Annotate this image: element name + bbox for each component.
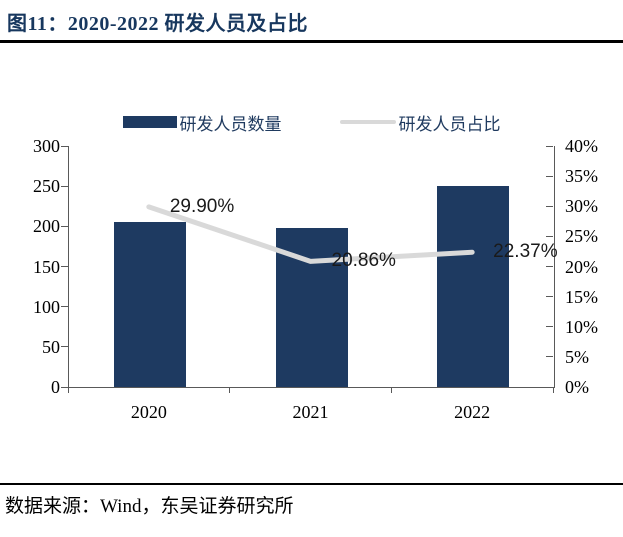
data-source: 数据来源：Wind，东吴证券研究所 bbox=[5, 496, 294, 517]
x-axis-tick-mark bbox=[552, 387, 554, 393]
bar-swatch-icon bbox=[122, 116, 177, 128]
y-axis-left-tick-mark bbox=[61, 346, 68, 348]
y-axis-right-tick-label: 10% bbox=[565, 316, 598, 337]
y-axis-right-tick-label: 5% bbox=[565, 346, 589, 367]
y-axis-right-tick-mark bbox=[546, 326, 553, 328]
x-axis-tick-mark bbox=[67, 387, 69, 393]
title-divider bbox=[0, 40, 623, 43]
y-axis-right-tick-label: 40% bbox=[565, 136, 598, 156]
line-data-label-2021: 20.86% bbox=[331, 250, 396, 272]
y-axis-right-tick-mark bbox=[546, 356, 553, 358]
line-series-path bbox=[146, 204, 475, 264]
chart-legend: 研发人员数量 研发人员占比 bbox=[0, 109, 623, 135]
line-swatch-icon bbox=[339, 120, 396, 124]
y-axis-right-tick-mark bbox=[546, 266, 553, 267]
y-axis-right-tick-label: 15% bbox=[565, 286, 598, 307]
y-axis-left-tick-mark bbox=[61, 386, 68, 388]
y-axis-right-tick-label: 20% bbox=[565, 256, 598, 277]
y-axis-left-tick-label: 200 bbox=[33, 216, 60, 237]
y-axis-left-tick-mark bbox=[61, 225, 68, 227]
legend-item-line-series: 研发人员占比 bbox=[339, 110, 501, 135]
x-axis-label-2020: 2020 bbox=[130, 402, 167, 422]
legend-label-bar-series: 研发人员数量 bbox=[179, 114, 282, 134]
figure-title: 图11：2020-2022 研发人员及占比 bbox=[7, 13, 309, 35]
y-axis-left-tick-label: 0 bbox=[51, 377, 60, 397]
y-axis-left-tick-mark bbox=[61, 306, 68, 308]
bar-2020 bbox=[113, 222, 186, 387]
legend-label-line-series: 研发人员占比 bbox=[398, 114, 501, 134]
y-axis-left-tick-mark bbox=[61, 185, 68, 187]
y-axis-right-tick-label: 25% bbox=[565, 226, 598, 247]
y-axis-left-tick-label: 100 bbox=[33, 296, 60, 317]
y-axis-left-tick-mark bbox=[61, 145, 68, 147]
bar-2022 bbox=[437, 186, 510, 387]
y-axis-right-tick-label: 35% bbox=[565, 166, 598, 187]
plot-area bbox=[68, 146, 555, 388]
x-axis-tick-mark bbox=[229, 387, 231, 393]
y-axis-right-tick-mark bbox=[546, 296, 553, 298]
y-axis-right-tick-mark bbox=[546, 205, 553, 207]
line-data-label-2020: 29.90% bbox=[169, 195, 235, 217]
y-axis-left-tick-label: 50 bbox=[42, 336, 60, 357]
footer-divider bbox=[0, 483, 623, 485]
y-axis-left-tick-label: 150 bbox=[33, 256, 60, 277]
line-data-label-2022: 22.37% bbox=[493, 241, 558, 263]
line-series bbox=[146, 204, 475, 264]
y-axis-left-tick-label: 250 bbox=[33, 176, 60, 197]
legend-item-bar-series: 研发人员数量 bbox=[122, 110, 282, 135]
y-axis-right-tick-mark bbox=[546, 175, 553, 177]
y-axis-right-tick-mark bbox=[546, 145, 553, 147]
x-axis-tick-mark bbox=[390, 387, 392, 393]
x-axis-label-2021: 2021 bbox=[292, 402, 329, 422]
y-axis-left-tick-label: 300 bbox=[33, 136, 60, 156]
y-axis-right-tick-mark bbox=[546, 386, 553, 388]
y-axis-right-tick-label: 30% bbox=[565, 196, 598, 217]
x-axis-label-2022: 2022 bbox=[454, 402, 491, 422]
y-axis-left-tick-mark bbox=[61, 266, 68, 267]
y-axis-right-tick-mark bbox=[546, 235, 553, 237]
y-axis-right-tick-label: 0% bbox=[565, 377, 589, 397]
